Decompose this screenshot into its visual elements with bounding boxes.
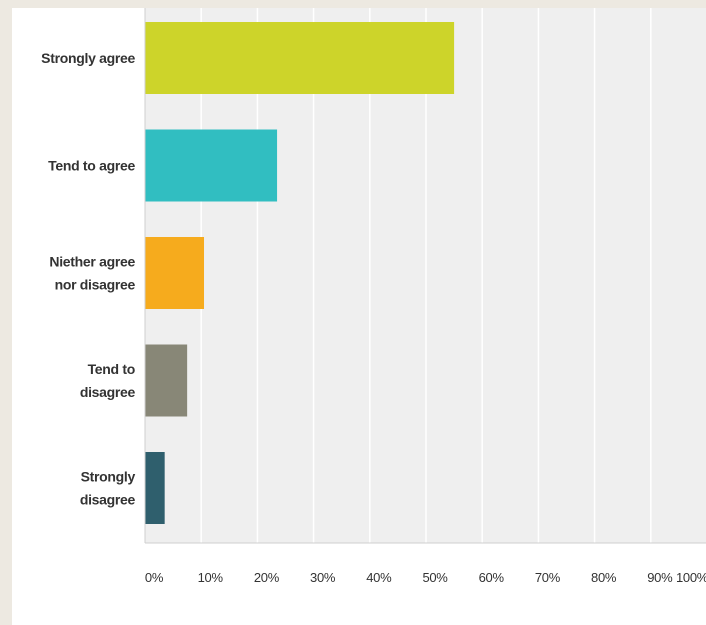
bar [145,344,188,417]
x-tick-label: 20% [254,570,280,585]
x-tick-label: 80% [591,570,617,585]
x-tick-label: 100% [676,570,706,585]
bar [145,237,205,309]
x-tick-label: 40% [366,570,392,585]
category-label: disagree [80,492,136,508]
category-label: Strongly agree [41,50,135,66]
category-label: Strongly [81,469,136,485]
category-label: Tend to agree [48,158,135,174]
x-tick-label: 0% [145,570,164,585]
x-tick-label: 60% [479,570,505,585]
category-label: Tend to [88,361,135,377]
x-tick-label: 70% [535,570,561,585]
category-label: Niether agree [49,254,135,270]
bar [145,452,165,524]
x-tick-label: 30% [310,570,336,585]
gridlines [200,8,652,543]
bar [145,22,455,94]
category-label: nor disagree [55,277,136,293]
category-label: disagree [80,384,136,400]
bar [145,129,278,202]
bars [145,22,455,524]
x-tick-label: 50% [422,570,448,585]
x-tick-label: 90% [647,570,673,585]
x-tick-labels: 0% 10% 20% 30% 40% 50% 60% 70% 80% 90% 100% [145,570,706,585]
x-tick-label: 10% [198,570,224,585]
category-labels: Strongly agree Tend to agree Niether agree… [41,50,136,508]
